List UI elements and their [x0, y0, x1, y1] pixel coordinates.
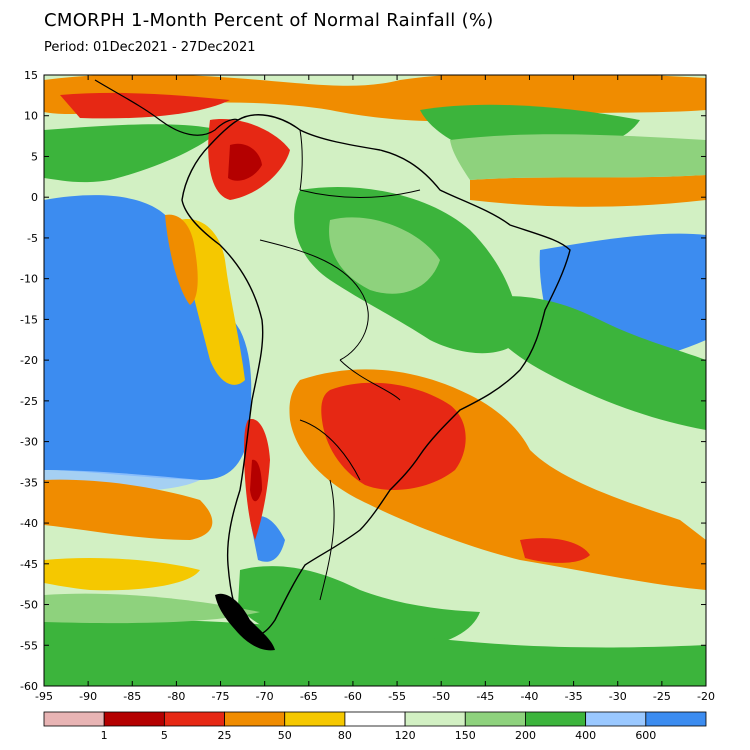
- tierra-del-fuego: [215, 593, 275, 651]
- legend-swatch: [344, 711, 406, 727]
- lat-tick-label: -30: [20, 436, 38, 449]
- lat-tick-label: -40: [20, 517, 38, 530]
- map-title: CMORPH 1-Month Percent of Normal Rainfal…: [44, 10, 494, 31]
- lat-tick-label: -35: [20, 476, 38, 489]
- lat-tick-label: -10: [20, 273, 38, 286]
- legend-labels: 1 5 25 50 80 120 150 200 400 600: [101, 729, 657, 742]
- ocean-south-red: [520, 538, 590, 563]
- chile-darkred: [250, 459, 262, 502]
- lat-tick-label: 0: [31, 191, 38, 204]
- lat-tick-label: -45: [20, 558, 38, 571]
- legend-swatch: [404, 711, 466, 727]
- legend-colorbar: [43, 711, 707, 727]
- lat-tick-label: -60: [20, 680, 38, 693]
- lon-tick-label: -45: [476, 690, 494, 703]
- southern-ocean-green: [44, 618, 706, 686]
- legend-label: 150: [455, 729, 476, 742]
- atlantic-green-band: [470, 296, 706, 430]
- southeast-dry-red: [321, 382, 466, 490]
- atlantic-green-upper: [450, 134, 706, 180]
- lat-tick-label: -25: [20, 395, 38, 408]
- legend-label: 25: [218, 729, 232, 742]
- legend-label: 600: [635, 729, 656, 742]
- lon-tick-label: -90: [79, 690, 97, 703]
- legend-label: 1: [101, 729, 108, 742]
- lon-tick-label: -60: [344, 690, 362, 703]
- lon-tick-label: -65: [300, 690, 318, 703]
- legend-swatch: [163, 711, 225, 727]
- legend-swatch: [224, 711, 286, 727]
- central-america-coastline: [94, 79, 239, 136]
- period-label: Period: 01Dec2021 - 27Dec2021: [44, 40, 256, 55]
- legend-label: 50: [278, 729, 292, 742]
- lon-tick-label: -80: [167, 690, 185, 703]
- lon-tick-label: -75: [212, 690, 230, 703]
- lon-tick-label: -55: [388, 690, 406, 703]
- lat-tick-label: -55: [20, 639, 38, 652]
- lat-tick-label: 15: [24, 69, 38, 82]
- colombia-darkred: [228, 143, 262, 181]
- lat-tick-label: -20: [20, 354, 38, 367]
- atlantic-orange-band: [470, 175, 706, 207]
- lat-tick-label: 10: [24, 110, 38, 123]
- south-pacific-orange: [44, 479, 213, 540]
- map-field: [44, 75, 706, 686]
- lon-tick-label: -25: [653, 690, 671, 703]
- legend-swatch: [103, 711, 165, 727]
- country-borders: [259, 129, 421, 601]
- lon-tick-label: -70: [256, 690, 274, 703]
- lon-tick-label: -40: [520, 690, 538, 703]
- southern-ocean-lightgreen: [44, 593, 260, 624]
- lat-tick-label: 5: [31, 150, 38, 163]
- legend-swatch: [464, 711, 526, 727]
- lat-tick-label: -15: [20, 313, 38, 326]
- lon-tick-label: -50: [432, 690, 450, 703]
- south-america-coastline: [181, 114, 571, 636]
- lon-tick-label: -35: [565, 690, 583, 703]
- legend-label: 80: [338, 729, 352, 742]
- north-tropic-green: [44, 124, 220, 183]
- legend-label: 120: [395, 729, 416, 742]
- legend-label: 5: [161, 729, 168, 742]
- peru-orange: [165, 214, 198, 305]
- north-tropic-red: [60, 92, 230, 119]
- legend-swatch: [525, 711, 587, 727]
- lat-tick-label: -50: [20, 599, 38, 612]
- latitude-axis: 15 10 5 0 -5 -10 -15 -20 -25 -30 -35 -40 -45 -50 -55 -6…: [20, 69, 706, 693]
- legend-swatch: [645, 711, 707, 727]
- lon-tick-label: -95: [35, 690, 53, 703]
- legend-swatch: [43, 711, 105, 727]
- legend-swatch: [284, 711, 346, 727]
- legend-label: 400: [575, 729, 596, 742]
- lon-tick-label: -30: [609, 690, 627, 703]
- amazon-lightgreen: [329, 217, 440, 294]
- longitude-axis: -95 -90 -85 -80 -75 -70 -65 -60 -55 -50 -45 -40 -35 -…: [35, 75, 715, 703]
- south-pacific-yellow: [44, 558, 200, 591]
- lon-tick-label: -85: [123, 690, 141, 703]
- lon-tick-label: -20: [697, 690, 715, 703]
- lat-tick-label: -5: [27, 232, 38, 245]
- plot-frame: [43, 74, 707, 687]
- legend-label: 200: [515, 729, 536, 742]
- legend-swatch: [585, 711, 647, 727]
